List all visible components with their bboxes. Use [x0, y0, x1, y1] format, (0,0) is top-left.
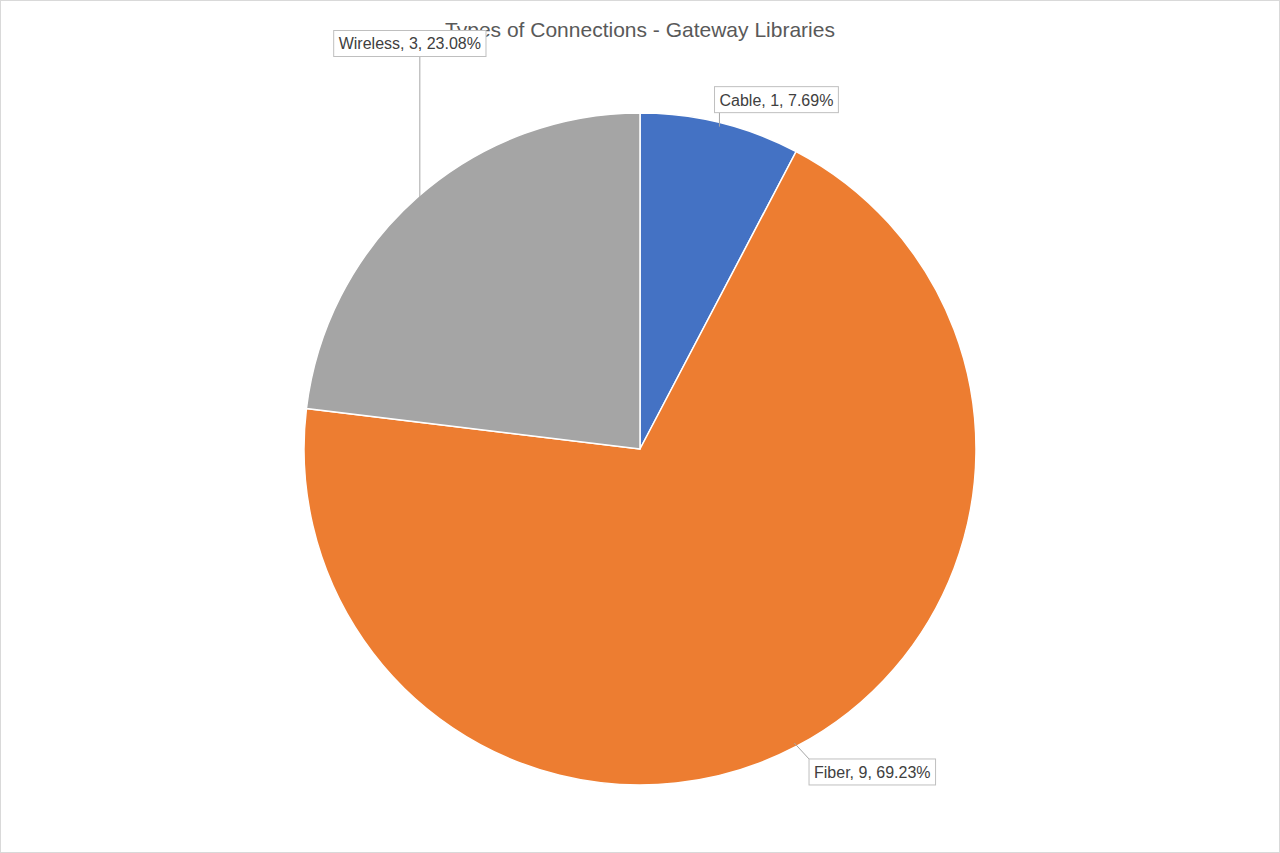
leader-line: [719, 113, 720, 127]
label-box: [715, 87, 839, 113]
chart: Types of Connections - Gateway Libraries…: [0, 0, 1280, 853]
label-value: 9, 69.23%: [858, 764, 930, 781]
label-separator: ,: [400, 35, 409, 52]
leader-line: [419, 56, 420, 200]
label-value: 1, 7.69%: [770, 92, 833, 109]
data-label: Fiber, 9, 69.23%: [794, 743, 935, 785]
label-separator: ,: [761, 92, 770, 109]
chart-title: Types of Connections - Gateway Libraries: [445, 18, 835, 41]
label-value: 3, 23.08%: [409, 35, 481, 52]
label-box: [809, 759, 936, 785]
leader-line: [794, 743, 809, 759]
label-category: Wireless: [339, 35, 400, 52]
label-box: [334, 30, 486, 56]
pie-slice: [306, 113, 640, 449]
slices: [304, 113, 976, 785]
label-category: Cable: [720, 92, 762, 109]
data-label: Wireless, 3, 23.08%: [334, 30, 486, 200]
label-separator: ,: [850, 764, 859, 781]
data-labels: Cable, 1, 7.69% Fiber, 9, 69.23% Wireless,…: [334, 30, 936, 784]
label-category: Fiber: [814, 764, 851, 781]
data-label-text: Fiber, 9, 69.23%: [814, 764, 931, 781]
chart-frame: [1, 1, 1280, 853]
data-label-text: Cable, 1, 7.69%: [720, 92, 834, 109]
data-label-text: Wireless, 3, 23.08%: [339, 35, 481, 52]
data-label: Cable, 1, 7.69%: [715, 87, 839, 127]
